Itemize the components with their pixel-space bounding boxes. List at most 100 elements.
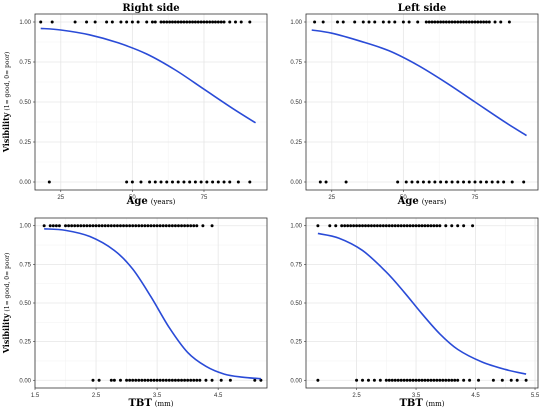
- data-point: [134, 224, 138, 228]
- data-point: [119, 20, 123, 24]
- data-point: [410, 180, 414, 184]
- data-point: [137, 224, 141, 228]
- data-point: [192, 378, 196, 382]
- data-point: [173, 20, 177, 24]
- data-point: [82, 224, 86, 228]
- data-point: [456, 378, 460, 382]
- data-point: [193, 180, 197, 184]
- data-point: [423, 378, 427, 382]
- data-point: [125, 378, 129, 382]
- data-point: [447, 20, 451, 24]
- data-point: [168, 20, 172, 24]
- data-point: [139, 180, 143, 184]
- data-point: [182, 20, 186, 24]
- data-point: [470, 20, 474, 24]
- data-point: [390, 378, 394, 382]
- data-point: [176, 224, 180, 228]
- y-tick-label: 0.75: [19, 262, 31, 268]
- data-point: [416, 20, 420, 24]
- data-point: [85, 224, 89, 228]
- data-point: [459, 20, 463, 24]
- data-point: [140, 224, 144, 228]
- logistic-fit-curve: [317, 232, 527, 375]
- data-point: [179, 20, 183, 24]
- data-point: [170, 180, 174, 184]
- x-axis-label-unit: (mm): [426, 400, 445, 408]
- x-tick-label: 25: [328, 195, 335, 201]
- data-point: [115, 224, 119, 228]
- y-axis-label-name: Visibility: [1, 313, 11, 354]
- data-point: [192, 224, 196, 228]
- data-point: [57, 224, 61, 228]
- data-point: [502, 180, 506, 184]
- data-point: [105, 20, 109, 24]
- panel-title: Right side: [122, 3, 179, 14]
- data-point: [420, 378, 424, 382]
- data-point: [176, 378, 180, 382]
- y-tick-label: 0.50: [19, 100, 31, 106]
- data-point: [334, 224, 338, 228]
- y-axis-label: Visibility(1= good, 0= poor): [1, 253, 11, 355]
- data-point: [239, 20, 243, 24]
- data-point: [444, 180, 448, 184]
- y-tick-label: 1.00: [290, 20, 302, 26]
- data-point: [70, 224, 74, 228]
- data-point: [112, 378, 116, 382]
- data-point: [426, 224, 430, 228]
- data-point: [420, 224, 424, 228]
- data-point: [222, 20, 226, 24]
- data-point: [353, 20, 357, 24]
- data-point: [94, 224, 98, 228]
- data-point: [259, 378, 263, 382]
- data-point: [152, 378, 156, 382]
- data-point: [462, 224, 466, 228]
- data-point: [401, 20, 405, 24]
- data-point: [233, 20, 237, 24]
- x-tick-label: 75: [201, 195, 208, 201]
- data-point: [165, 20, 169, 24]
- data-point: [149, 378, 153, 382]
- data-point: [366, 378, 370, 382]
- x-axis-label: Age (years): [126, 196, 176, 207]
- data-point: [76, 224, 80, 228]
- data-point: [109, 378, 113, 382]
- data-point: [369, 224, 373, 228]
- data-point: [378, 224, 382, 228]
- data-point: [424, 20, 428, 24]
- data-point: [137, 378, 141, 382]
- data-point: [199, 20, 203, 24]
- data-point: [170, 224, 174, 228]
- x-tick-label: 2.5: [352, 393, 361, 399]
- data-point: [248, 180, 252, 184]
- panel-right-tbt: 0.00 0.25 0.50 0.75 1.00 1.5 2.5 3.5 4.5 TBT (mm) V…: [1, 217, 268, 409]
- data-point: [210, 224, 214, 228]
- data-point: [344, 180, 348, 184]
- logistic-fit-curve: [311, 29, 527, 137]
- data-point: [387, 20, 391, 24]
- data-point: [393, 20, 397, 24]
- data-point: [213, 20, 217, 24]
- data-point: [405, 378, 409, 382]
- data-point: [349, 224, 353, 228]
- data-point: [427, 20, 431, 24]
- data-point: [130, 20, 134, 24]
- x-axis-label-name: TBT: [128, 398, 152, 409]
- data-point: [444, 224, 448, 228]
- data-point: [438, 378, 442, 382]
- data-point: [211, 20, 215, 24]
- data-point: [321, 20, 325, 24]
- y-axis-label-note: (1= good, 0= poor): [4, 253, 11, 312]
- data-point: [176, 180, 180, 184]
- data-point: [405, 224, 409, 228]
- data-point: [228, 378, 232, 382]
- data-point: [375, 224, 379, 228]
- data-point: [402, 378, 406, 382]
- data-point: [432, 378, 436, 382]
- data-point: [50, 20, 54, 24]
- data-point: [438, 224, 442, 228]
- data-point: [417, 378, 421, 382]
- data-point: [384, 224, 388, 228]
- data-point: [493, 20, 497, 24]
